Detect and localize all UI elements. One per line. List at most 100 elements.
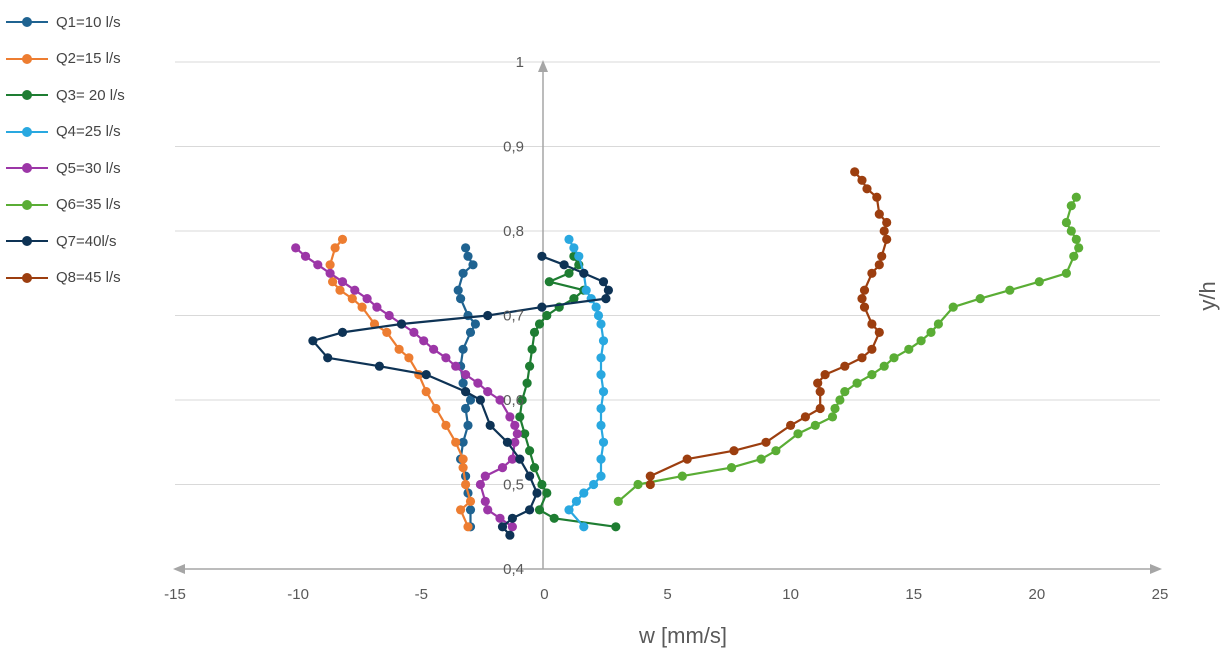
data-point [532,488,542,498]
legend-marker [22,236,32,247]
data-point [926,327,936,337]
data-point [537,479,547,490]
series-q7 [308,251,614,540]
data-point [596,353,606,363]
data-point [867,344,877,354]
data-point [369,319,380,329]
data-point [330,243,340,253]
data-point [1061,217,1071,228]
legend-label: Q4=25 l/s [56,123,121,141]
data-point [596,420,606,430]
data-point [857,294,867,304]
data-point [495,395,505,405]
data-point [463,251,473,261]
data-point [458,437,468,447]
legend-marker [22,163,32,174]
y-tick-label: 0,6 [503,392,524,409]
data-point [350,285,360,295]
legend-marker [22,90,32,101]
data-point [596,370,606,380]
series-line [329,238,472,528]
data-point [300,251,311,261]
data-point [645,479,655,490]
data-point [867,319,877,329]
x-axis-arrow-right [1150,564,1162,574]
legend-item: Q1=10 l/s [6,4,125,41]
legend-label: Q3= 20 l/s [56,86,125,104]
data-point [527,344,537,354]
data-point [456,505,466,515]
legend-label: Q2=15 l/s [56,50,121,68]
data-point [596,403,606,414]
data-point [598,336,609,346]
tick-labels: 0,4 0,5 0,6 0,7 0,8 0,9 1 -15 -10 -5 0 5 10 15 20 25 [164,54,1168,603]
data-point [815,403,825,414]
legend-marker [22,272,32,283]
legend-swatch [6,89,48,101]
data-point [596,454,606,464]
y-tick-label: 0,5 [503,477,524,494]
data-point [1074,243,1084,253]
data-point [859,285,870,295]
data-point [404,353,414,363]
data-point [357,302,367,312]
data-point [461,479,471,490]
data-point [596,319,606,329]
data-point [1066,226,1076,236]
data-point [596,471,606,481]
series-q8 [645,167,892,490]
data-point [857,353,867,363]
data-point [1005,285,1015,295]
data-point [525,446,535,456]
data-point [645,471,655,481]
data-point [882,234,892,244]
data-point [497,522,508,532]
x-tick-label: 25 [1152,586,1169,603]
data-point [549,513,559,523]
data-point [421,370,431,380]
data-point [335,285,345,295]
legend-item: Q3= 20 l/s [6,77,125,114]
data-point [323,353,333,363]
data-point [337,234,348,244]
legend-swatch [6,272,48,284]
data-point [975,294,985,304]
data-point [396,319,407,329]
data-point [611,522,621,532]
legend-label: Q7=40l/s [56,232,117,250]
x-axis-arrow-left [173,564,185,574]
data-point [458,378,468,388]
series-line [649,171,888,485]
data-point [601,294,611,304]
data-point [453,285,463,295]
legend-label: Q8=45 l/s [56,269,121,287]
legend-item: Q8=45 l/s [6,260,125,297]
data-point [879,226,889,236]
data-point [515,454,525,464]
data-point [874,327,884,337]
legend-marker [22,199,32,210]
data-point [465,327,476,337]
data-point [793,429,803,439]
legend-swatch [6,16,48,28]
data-point [458,454,468,464]
x-tick-label: 15 [905,586,922,603]
data-point [510,420,520,430]
data-point [529,463,540,473]
data-point [382,327,392,337]
data-point [771,446,781,456]
data-point [525,471,535,481]
data-point [559,260,569,270]
data-point [468,260,478,270]
data-point [948,302,958,312]
data-point [461,387,471,397]
data-point [441,420,451,430]
data-point [761,437,771,447]
y-axis-title: y/h [1195,281,1220,310]
axes [173,60,1162,574]
data-point [497,463,508,473]
data-point [394,344,404,354]
data-point [308,336,318,346]
data-point [529,327,540,337]
